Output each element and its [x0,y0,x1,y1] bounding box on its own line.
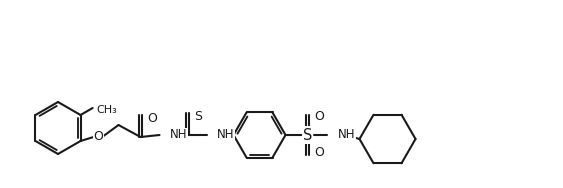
Text: S: S [303,127,312,143]
Text: S: S [195,111,203,124]
Text: O: O [93,130,104,143]
Text: CH₃: CH₃ [97,105,118,115]
Text: O: O [315,146,324,159]
Text: NH: NH [337,129,355,142]
Text: NH: NH [169,129,187,142]
Text: O: O [315,111,324,124]
Text: O: O [148,112,158,126]
Text: NH: NH [217,129,234,142]
